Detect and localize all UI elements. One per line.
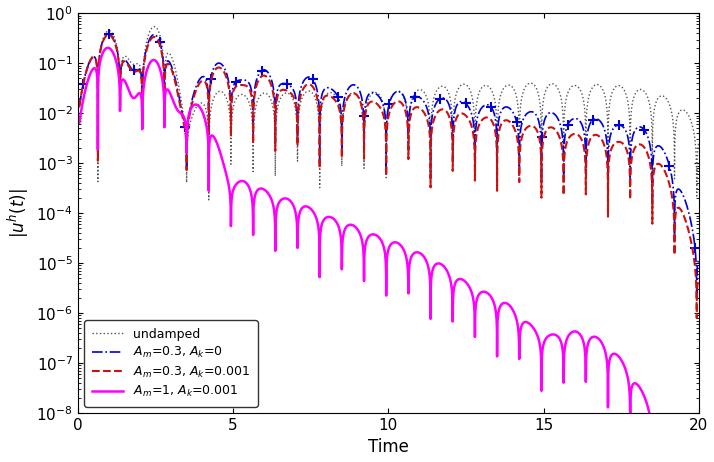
$A_m$=0.3, $A_k$=0.001: [75, 103, 84, 109]
undamped: [568, 84, 576, 89]
$A_m$=0.3, $A_k$=0: [75, 103, 84, 109]
undamped: [469, 99, 478, 105]
$A_m$=0.3, $A_k$=0: [468, 117, 477, 123]
$A_m$=1, $A_k$=0.001: [534, 337, 543, 342]
$A_m$=0.3, $A_k$=0.001: [106, 33, 115, 38]
$A_m$=0.3, $A_k$=0.001: [468, 129, 477, 135]
undamped: [204, 197, 213, 203]
$A_m$=1, $A_k$=0.001: [104, 45, 112, 50]
$A_m$=0.3, $A_k$=0: [442, 97, 451, 102]
$A_m$=0.3, $A_k$=0.001: [299, 85, 308, 91]
$A_m$=1, $A_k$=0.001: [568, 329, 576, 335]
$A_m$=0.3, $A_k$=0: [695, 256, 703, 262]
$A_m$=0.3, $A_k$=0: [106, 32, 115, 37]
$A_m$=0.3, $A_k$=0.001: [104, 32, 113, 38]
undamped: [106, 29, 115, 34]
Y-axis label: $|u^h(t)|$: $|u^h(t)|$: [6, 188, 31, 238]
$A_m$=0.3, $A_k$=0.001: [442, 108, 451, 114]
$A_m$=1, $A_k$=0.001: [299, 204, 308, 210]
$A_m$=0.3, $A_k$=0: [104, 31, 113, 37]
$A_m$=0.3, $A_k$=0.001: [695, 276, 703, 281]
Line: undamped: undamped: [79, 27, 699, 200]
$A_m$=0.3, $A_k$=0: [568, 117, 576, 122]
$A_m$=1, $A_k$=0.001: [468, 295, 477, 300]
undamped: [75, 105, 84, 110]
Line: $A_m$=1, $A_k$=0.001: $A_m$=1, $A_k$=0.001: [79, 48, 699, 462]
$A_m$=1, $A_k$=0.001: [106, 46, 115, 52]
$A_m$=0.3, $A_k$=0: [693, 296, 701, 302]
$A_m$=1, $A_k$=0.001: [442, 266, 451, 272]
undamped: [695, 140, 703, 145]
undamped: [299, 92, 308, 97]
$A_m$=0.3, $A_k$=0.001: [534, 133, 543, 138]
undamped: [150, 24, 159, 30]
Legend: undamped, $A_m$=0.3, $A_k$=0, $A_m$=0.3, $A_k$=0.001, $A_m$=1, $A_k$=0.001: undamped, $A_m$=0.3, $A_k$=0, $A_m$=0.3,…: [84, 320, 258, 407]
Line: $A_m$=0.3, $A_k$=0.001: $A_m$=0.3, $A_k$=0.001: [79, 35, 699, 318]
undamped: [442, 85, 451, 91]
$A_m$=0.3, $A_k$=0.001: [568, 132, 576, 138]
$A_m$=0.3, $A_k$=0: [534, 118, 543, 124]
X-axis label: Time: Time: [368, 438, 408, 456]
$A_m$=1, $A_k$=0.001: [75, 120, 84, 126]
Line: $A_m$=0.3, $A_k$=0: $A_m$=0.3, $A_k$=0: [79, 34, 699, 299]
$A_m$=0.3, $A_k$=0: [299, 78, 308, 84]
undamped: [535, 93, 543, 98]
$A_m$=0.3, $A_k$=0.001: [693, 315, 701, 321]
